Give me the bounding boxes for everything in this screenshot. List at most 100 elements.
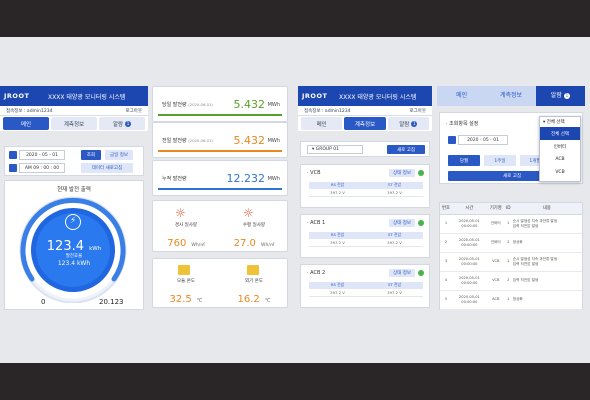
- table-row[interactable]: 4 2020-05-01 00:00:00 VCB 2 입력 저전압 발생: [440, 271, 582, 291]
- table-row[interactable]: 5 2020-05-01 00:00:00 ACB 1 정상화: [440, 290, 582, 310]
- status-info-button[interactable]: 상태 정보: [389, 219, 415, 227]
- table-row[interactable]: 1 2020-05-01 00:00:00 인버터 1 순시 발생성 지속 과전류 발생…: [440, 214, 582, 234]
- panel-measure: JROOT XXXX 태양광 모니터링 시스템 접속정보 : admin1234…: [298, 86, 432, 312]
- unit-values: 397.2 V 397.2 V: [309, 240, 423, 247]
- group-select[interactable]: ▾ GROUP 01: [307, 145, 363, 154]
- module-temp-label: 모듈 온도: [177, 279, 195, 284]
- solar-card: ☼ 경사 일사량 760 Wh/㎡ ☼ 수평 일사량 27.0 Wh/㎡: [152, 200, 288, 252]
- table-cell: 2020-05-01 00:00:00: [452, 233, 487, 253]
- today-button[interactable]: 금일 정보: [105, 150, 133, 160]
- thermometer-icon: [247, 265, 259, 275]
- main-tabs: 메인 계측정보 알람 1: [0, 116, 148, 131]
- user-line: 접속정보 : admin1234 로그아웃: [298, 106, 432, 116]
- logout-link[interactable]: 로그아웃: [409, 108, 426, 114]
- metric-today-title: 당일 발전량: [162, 102, 187, 108]
- tab-main[interactable]: 메인: [437, 86, 487, 106]
- table-cell: 인버터: [486, 233, 505, 253]
- unit-values: 397.2 V 397.2 V: [309, 190, 423, 197]
- tab-alarm[interactable]: 알람 1: [387, 117, 429, 130]
- solar-v-value: 27.0: [233, 238, 256, 249]
- table-row[interactable]: 3 2020-05-01 00:00:00 VCB 1 순시 발생성 지속 과전류 발생…: [440, 252, 582, 272]
- table-row[interactable]: 2 2020-05-01 00:00:00 인버터 2 정상화: [440, 233, 582, 253]
- table-cell: ACB: [486, 290, 505, 310]
- tab-main[interactable]: 메인: [3, 117, 49, 130]
- status-dot-icon: [418, 170, 424, 176]
- dropdown-option[interactable]: VCB: [555, 170, 565, 175]
- gauge-card: 현재 발전 출력 ⚡ 123.4 kWh 발전효율 123.4 kWh 0 20…: [4, 180, 144, 310]
- app-logo: JROOT: [302, 92, 328, 100]
- logout-link[interactable]: 로그아웃: [125, 108, 142, 114]
- status-dot-icon: [418, 220, 424, 226]
- dropdown-option[interactable]: 전체 선택: [540, 127, 580, 140]
- alarm-tabs: 메인 계측정보 알람 1: [437, 86, 585, 106]
- refresh-button[interactable]: 새로 고침: [387, 145, 425, 154]
- tab-measure[interactable]: 계측정보: [51, 117, 97, 130]
- clock-icon[interactable]: [9, 164, 17, 172]
- tab-main[interactable]: 메인: [301, 117, 343, 130]
- unit-values: 397.2 V 397.2 V: [309, 290, 423, 297]
- col-rs: RS 전압: [330, 282, 345, 287]
- data-refresh-button[interactable]: 데이터 새로고침: [81, 163, 133, 173]
- table-cell: 인버터: [486, 214, 505, 234]
- table-header-row: 번호 시간 기기명 ID 내용: [440, 203, 582, 215]
- metric-today-bar: [158, 114, 282, 116]
- alarm-count-badge: 1: [125, 120, 132, 127]
- tab-alarm-label: 알람: [550, 92, 562, 99]
- query-button[interactable]: 조회: [81, 150, 101, 160]
- table-header: 내용: [511, 203, 582, 215]
- val-st: 397.2 V: [387, 290, 402, 295]
- tab-measure[interactable]: 계측정보: [344, 117, 386, 130]
- table-cell: 2020-05-01 00:00:00: [452, 214, 487, 234]
- solar-v-label: 수평 일사량: [242, 223, 266, 228]
- alarm-count-badge: 1: [411, 120, 418, 127]
- status-info-button[interactable]: 상태 정보: [389, 169, 415, 177]
- alarm-refresh-button[interactable]: 새로 고침: [448, 171, 576, 181]
- one-month-button[interactable]: 1개월: [520, 155, 550, 166]
- metric-total-label: 누적 발전량: [162, 175, 187, 182]
- status-info-button[interactable]: 상태 정보: [389, 269, 415, 277]
- tab-alarm[interactable]: 알람 1: [536, 86, 585, 106]
- table-cell: 3: [440, 252, 452, 272]
- metric-today: 당일 발전량 (2020.06.01) 5.432 MWh: [152, 86, 288, 122]
- gauge-max: 20.123: [99, 298, 124, 306]
- tab-alarm[interactable]: 알람 1: [99, 117, 145, 130]
- metric-today-date: (2020.06.01): [188, 102, 213, 107]
- solar-v-readout: 27.0 Wh/㎡: [227, 231, 281, 250]
- metric-yesterday-value: 5.432: [233, 134, 266, 147]
- time-input[interactable]: AM 09 : 00 : 00: [19, 163, 65, 173]
- alarm-date-input[interactable]: 2020 - 05 - 01: [458, 135, 508, 145]
- tab-measure[interactable]: 계측정보: [486, 86, 536, 106]
- outdoor-temp-unit: ℃: [264, 298, 271, 304]
- lightning-icon: ⚡: [65, 214, 81, 230]
- metric-yesterday-title: 전일 발전량: [162, 138, 187, 144]
- month-button[interactable]: 당월: [448, 155, 480, 166]
- metric-total-bar: [158, 188, 282, 190]
- table-cell: 순시 발생성 지속 과전류 발생 입력 저전압 발생: [511, 214, 582, 234]
- table-cell: 1: [504, 290, 512, 310]
- calendar-icon[interactable]: [448, 136, 456, 144]
- table-header: 번호: [440, 203, 452, 215]
- unit-name: · VCB: [307, 170, 321, 176]
- col-rs: RS 전압: [330, 232, 345, 237]
- app-header: JROOT XXXX 태양광 모니터링 시스템: [298, 86, 432, 106]
- col-st: ST 전압: [388, 232, 401, 237]
- metric-total-unit: MWh: [267, 176, 280, 182]
- date-input[interactable]: 2020 - 05 - 01: [19, 150, 65, 160]
- dropdown-option[interactable]: 인버터: [553, 144, 567, 150]
- table-cell: 정상화: [511, 233, 582, 253]
- week-button[interactable]: 1주일: [484, 155, 516, 166]
- table-cell: 2: [504, 271, 512, 291]
- unit-name: · ACB 1: [307, 220, 326, 226]
- table-cell: 2020-05-01 00:00:00: [452, 252, 487, 272]
- dropdown-current[interactable]: ▾ 전체 선택: [543, 119, 565, 126]
- table-header: 기기명: [486, 203, 505, 215]
- table-cell: 입력 저전압 발생: [511, 271, 582, 291]
- dropdown-option[interactable]: ACB: [555, 157, 565, 162]
- app-title: XXXX 태양광 모니터링 시스템: [339, 93, 417, 101]
- filter-title: · 조회항목 설정: [446, 121, 479, 127]
- calendar-icon[interactable]: [9, 151, 17, 159]
- outdoor-temp-readout: 16.2 ℃: [227, 287, 281, 306]
- table-cell: 5: [440, 290, 452, 310]
- table-cell: 2: [440, 233, 452, 253]
